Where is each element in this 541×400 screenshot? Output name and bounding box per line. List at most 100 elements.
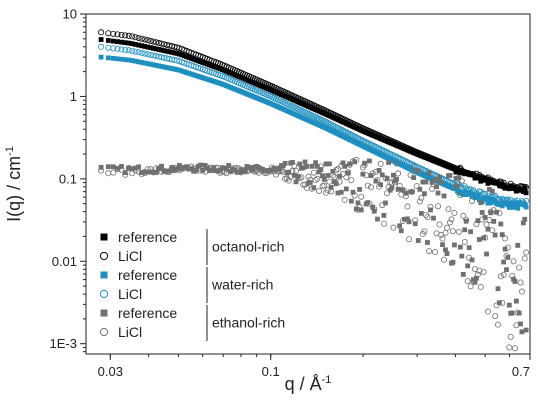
- data-point: [469, 197, 476, 204]
- legend-group-label: ethanol-rich: [212, 315, 285, 331]
- series-octanol-rich-licl: [98, 29, 530, 193]
- data-point: [172, 66, 177, 72]
- data-point: [448, 216, 455, 223]
- data-point: [312, 177, 319, 184]
- data-point: [483, 194, 490, 201]
- data-point: [341, 196, 348, 203]
- data-point: [153, 165, 160, 172]
- data-point: [118, 31, 125, 38]
- data-point: [293, 167, 300, 174]
- data-point: [488, 200, 494, 206]
- data-point: [463, 218, 469, 224]
- data-point: [169, 66, 175, 71]
- data-point: [287, 173, 294, 180]
- data-point: [176, 67, 182, 73]
- data-point: [478, 178, 484, 184]
- data-point: [438, 179, 444, 185]
- legend-entry-label: LiCl: [118, 324, 142, 340]
- data-point: [424, 213, 431, 220]
- plot-frame: [85, 13, 531, 355]
- data-point: [366, 200, 373, 207]
- data-point: [176, 51, 182, 57]
- data-point: [360, 171, 366, 177]
- data-point: [310, 169, 317, 176]
- data-point: [129, 170, 136, 177]
- data-point: [253, 167, 260, 174]
- data-point: [324, 187, 331, 194]
- data-point: [136, 42, 142, 48]
- data-point: [139, 170, 145, 175]
- data-point: [198, 162, 203, 168]
- data-point: [452, 242, 457, 248]
- data-point: [336, 178, 343, 185]
- data-point: [212, 164, 219, 171]
- data-point: [495, 286, 501, 292]
- data-point: [132, 48, 139, 55]
- data-point: [148, 45, 153, 51]
- data-point: [484, 251, 489, 257]
- data-point: [305, 173, 312, 180]
- data-point: [122, 57, 128, 63]
- data-point: [282, 160, 288, 166]
- data-point: [415, 238, 421, 243]
- legend-entry-label: LiCl: [118, 248, 142, 264]
- data-point: [506, 344, 513, 351]
- data-point: [163, 168, 170, 175]
- data-point: [498, 221, 504, 227]
- x-tick-label: 0.03: [98, 364, 123, 379]
- data-point: [444, 251, 450, 256]
- data-point: [435, 203, 442, 210]
- data-point: [321, 182, 328, 189]
- data-point: [164, 65, 170, 70]
- data-point: [144, 37, 151, 44]
- y-axis-label: I(q) / cm-1: [4, 146, 24, 222]
- data-point: [489, 194, 496, 201]
- data-point: [161, 48, 167, 54]
- data-point: [475, 218, 481, 224]
- legend-marker-circle: [99, 289, 109, 299]
- data-point: [150, 52, 157, 59]
- data-point: [105, 44, 112, 51]
- data-point: [407, 172, 414, 179]
- data-point: [350, 189, 356, 195]
- data-point: [270, 168, 277, 175]
- data-point: [482, 234, 489, 241]
- data-point: [490, 207, 497, 214]
- data-point: [499, 195, 506, 202]
- data-point: [479, 174, 486, 181]
- data-point: [126, 40, 132, 46]
- data-point: [330, 168, 336, 174]
- data-point: [141, 170, 148, 177]
- data-point: [138, 35, 145, 42]
- data-point: [135, 34, 142, 41]
- data-point: [397, 223, 403, 229]
- data-point: [291, 162, 298, 169]
- data-point: [458, 177, 465, 184]
- data-point: [445, 206, 452, 213]
- data-point: [471, 189, 478, 196]
- data-point: [523, 249, 530, 256]
- data-point: [471, 277, 476, 283]
- data-point: [141, 50, 148, 57]
- data-point: [512, 279, 518, 284]
- data-point: [514, 309, 521, 316]
- data-point: [300, 165, 306, 171]
- data-point: [518, 321, 523, 327]
- data-point: [509, 310, 515, 316]
- data-point: [372, 168, 379, 175]
- data-point: [507, 333, 514, 340]
- data-point: [477, 284, 484, 291]
- data-point: [122, 171, 129, 178]
- data-point: [486, 217, 493, 224]
- data-point: [138, 49, 145, 56]
- data-point: [317, 163, 324, 170]
- legend: reference LiCl octanol-rich reference LiCl wa…: [99, 229, 285, 341]
- data-point: [432, 177, 438, 182]
- data-point: [132, 34, 139, 41]
- data-point: [515, 242, 521, 248]
- data-point: [142, 60, 148, 66]
- data-point: [454, 166, 461, 173]
- legend-marker-square: [100, 309, 108, 317]
- data-point: [345, 169, 352, 176]
- data-point: [133, 41, 138, 47]
